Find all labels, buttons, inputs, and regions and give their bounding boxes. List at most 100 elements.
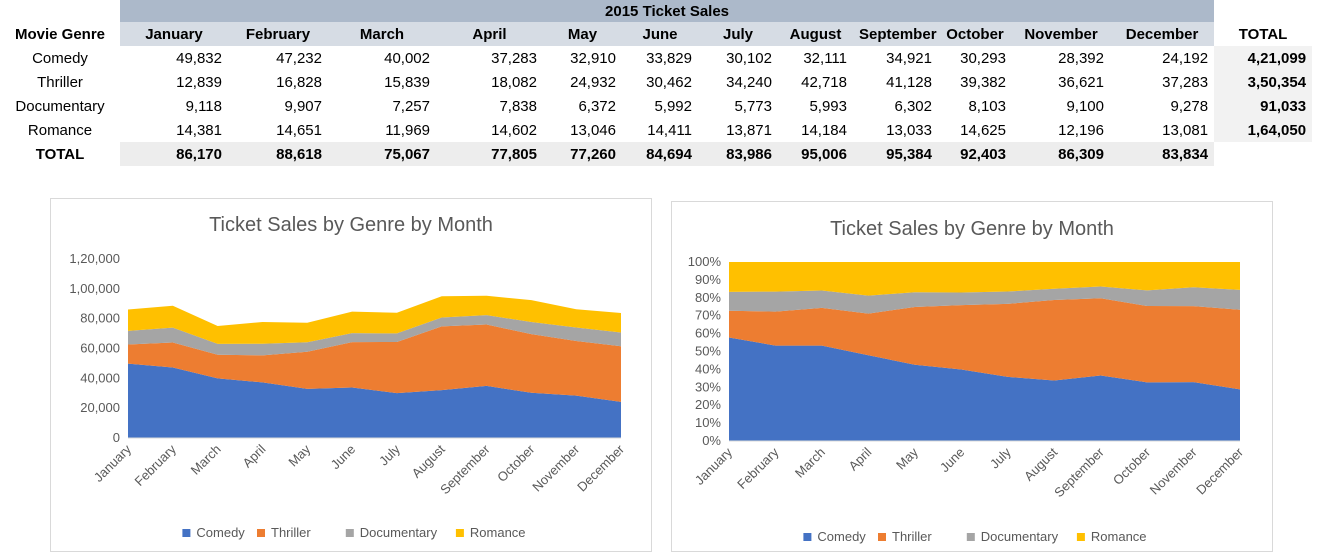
legend-swatch bbox=[1076, 533, 1085, 541]
x-tick-label: May bbox=[893, 444, 921, 472]
column-total-cell: 86,309 bbox=[1012, 142, 1110, 166]
x-tick-label: February bbox=[132, 441, 180, 489]
value-cell: 15,839 bbox=[384, 73, 430, 91]
x-tick-label: December bbox=[574, 441, 627, 494]
column-total-cell: 92,403 bbox=[938, 142, 1012, 166]
legend-label: Documentary bbox=[981, 529, 1059, 544]
table-row: Comedy 49,832 47,232 40,002 37,283 32,910 33,8… bbox=[0, 46, 1313, 70]
legend-label: Thriller bbox=[271, 525, 311, 540]
value-cell: 30,462 bbox=[646, 73, 692, 91]
legend-label: Romance bbox=[470, 525, 526, 540]
x-tick-label: September bbox=[1051, 444, 1107, 500]
value-cell: 18,082 bbox=[491, 73, 537, 91]
sales-table: 2015 Ticket Sales Movie Genre January Febru… bbox=[0, 0, 1313, 166]
genre-cell: Thriller bbox=[37, 73, 83, 91]
legend-swatch bbox=[803, 533, 812, 541]
legend-label: Comedy bbox=[817, 529, 866, 544]
table-row: Documentary 9,118 9,907 7,257 7,838 6,372 5,99… bbox=[0, 94, 1313, 118]
x-tick-label: February bbox=[734, 444, 782, 492]
chart-title: Ticket Sales by Genre by Month bbox=[830, 218, 1114, 240]
area-thriller bbox=[128, 324, 621, 402]
value-cell: 12,839 bbox=[176, 73, 222, 91]
value-cell: 14,184 bbox=[801, 121, 847, 139]
value-cell: 9,907 bbox=[284, 97, 322, 115]
y-tick-label: 90% bbox=[695, 272, 721, 287]
legend-swatch bbox=[182, 529, 191, 537]
month-header: January bbox=[120, 22, 228, 46]
value-cell: 41,128 bbox=[886, 73, 932, 91]
row-total-cell: 4,21,099 bbox=[1214, 46, 1313, 70]
legend-item-thriller: Thriller bbox=[878, 529, 932, 544]
genre-header: Movie Genre bbox=[14, 25, 106, 43]
column-total-cell: 95,006 bbox=[778, 142, 853, 166]
value-cell: 34,240 bbox=[726, 73, 772, 91]
y-tick-label: 40% bbox=[695, 361, 721, 376]
table-title-row: 2015 Ticket Sales bbox=[0, 0, 1313, 22]
y-tick-label: 70% bbox=[695, 308, 721, 323]
area-romance bbox=[128, 295, 621, 344]
value-cell: 33,829 bbox=[646, 49, 692, 67]
legend-swatch bbox=[966, 533, 975, 541]
month-header: February bbox=[228, 22, 328, 46]
value-cell: 42,718 bbox=[801, 73, 847, 91]
x-tick-label: June bbox=[328, 442, 359, 473]
row-total-cell: 91,033 bbox=[1214, 94, 1313, 118]
value-cell: 7,838 bbox=[499, 97, 537, 115]
area-documentary bbox=[729, 286, 1240, 314]
legend-label: Comedy bbox=[196, 525, 245, 540]
month-header: June bbox=[622, 22, 698, 46]
y-tick-label: 1,20,000 bbox=[69, 251, 120, 266]
value-cell: 9,278 bbox=[1170, 97, 1209, 115]
x-tick-label: July bbox=[376, 441, 403, 468]
row-total-cell: 3,50,354 bbox=[1214, 70, 1313, 94]
value-cell: 32,111 bbox=[803, 49, 847, 67]
x-tick-label: January bbox=[91, 441, 135, 485]
area-comedy bbox=[128, 363, 621, 438]
area-documentary bbox=[128, 315, 621, 356]
value-cell: 28,392 bbox=[1058, 49, 1104, 67]
y-tick-label: 100% bbox=[688, 254, 722, 269]
value-cell: 7,257 bbox=[392, 97, 430, 115]
legend-item-documentary: Documentary bbox=[966, 529, 1059, 544]
x-tick-label: August bbox=[409, 441, 448, 480]
y-tick-label: 20,000 bbox=[80, 400, 120, 415]
month-header: July bbox=[698, 22, 778, 46]
legend-item-comedy: Comedy bbox=[182, 525, 245, 540]
legend-label: Documentary bbox=[360, 525, 438, 540]
value-cell: 14,602 bbox=[491, 121, 537, 139]
value-cell: 49,832 bbox=[176, 49, 222, 67]
value-cell: 40,002 bbox=[384, 49, 430, 67]
x-tick-label: October bbox=[494, 441, 538, 485]
month-header: August bbox=[778, 22, 853, 46]
value-cell: 13,081 bbox=[1162, 121, 1209, 139]
legend-label: Thriller bbox=[892, 529, 932, 544]
value-cell: 13,871 bbox=[726, 121, 772, 139]
value-cell: 5,773 bbox=[734, 97, 772, 115]
value-cell: 6,302 bbox=[894, 97, 932, 115]
legend-swatch bbox=[455, 529, 464, 537]
y-tick-label: 20% bbox=[695, 397, 721, 412]
x-tick-label: March bbox=[188, 442, 224, 478]
legend-item-documentary: Documentary bbox=[345, 525, 438, 540]
y-tick-label: 50% bbox=[695, 344, 721, 359]
value-cell: 30,102 bbox=[726, 49, 772, 67]
x-tick-label: November bbox=[529, 441, 582, 494]
legend-item-thriller: Thriller bbox=[257, 525, 311, 540]
value-cell: 47,232 bbox=[276, 49, 322, 67]
value-cell: 5,993 bbox=[809, 97, 847, 115]
area-thriller bbox=[729, 298, 1240, 390]
table-title: 2015 Ticket Sales bbox=[120, 0, 1215, 22]
value-cell: 34,921 bbox=[886, 49, 932, 67]
column-total-cell: 83,834 bbox=[1110, 142, 1215, 166]
genre-cell: Romance bbox=[27, 121, 93, 139]
value-cell: 16,828 bbox=[276, 73, 322, 91]
value-cell: 30,293 bbox=[960, 49, 1006, 67]
column-total-cell: 83,986 bbox=[698, 142, 778, 166]
legend-swatch bbox=[878, 533, 886, 541]
x-tick-label: May bbox=[285, 441, 313, 469]
x-tick-label: August bbox=[1021, 444, 1060, 483]
table-total-row: TOTAL 86,170 88,618 75,067 77,805 77,260 84,69… bbox=[0, 142, 1313, 166]
y-tick-label: 0 bbox=[113, 430, 120, 445]
value-cell: 14,381 bbox=[176, 121, 222, 139]
chart-title: Ticket Sales by Genre by Month bbox=[209, 214, 493, 236]
